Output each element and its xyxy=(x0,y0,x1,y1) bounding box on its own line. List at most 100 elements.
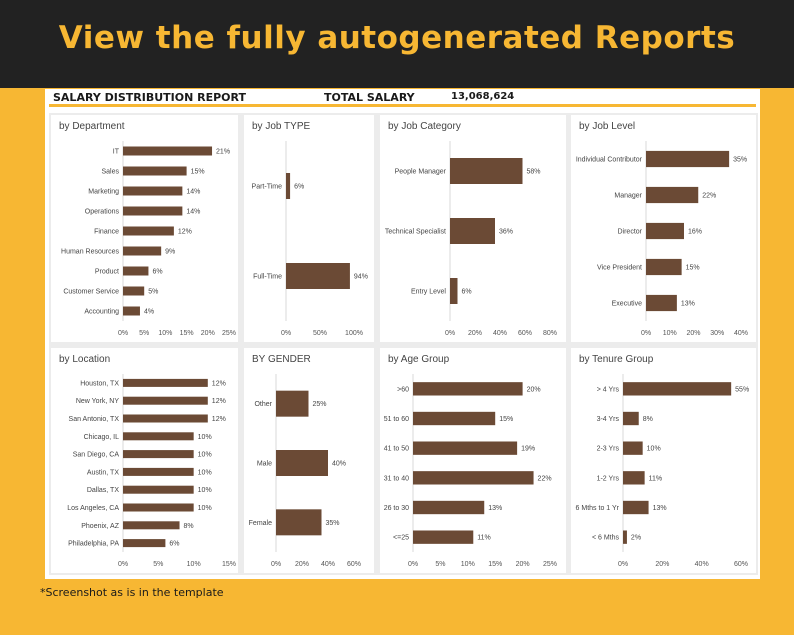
bar xyxy=(646,258,682,276)
x-tick-label: 25% xyxy=(543,561,557,568)
data-label: 22% xyxy=(538,475,552,482)
bar xyxy=(623,530,627,544)
chart-panel-job-type: by Job TYPE Part-Time 6% Full-Time 94% 0% 50%… xyxy=(244,115,374,342)
category-label: > 4 Yrs xyxy=(597,386,620,393)
chart-panel-department: by Department IT 21% Sales 15% Marketing 14% O… xyxy=(51,115,238,342)
bar xyxy=(646,222,684,240)
chart-svg: > 4 Yrs 55% 3-4 Yrs 8% 2-3 Yrs 10% 1-2 Yrs 11% 6… xyxy=(576,374,749,568)
chart-title: by Age Group xyxy=(388,354,450,365)
x-tick-label: 10% xyxy=(158,330,172,337)
category-label: Marketing xyxy=(88,189,119,196)
chart-svg: Individual Contributor 35% Manager 22% Direc… xyxy=(576,141,748,337)
category-label: Part-Time xyxy=(252,184,283,191)
category-label: <=25 xyxy=(393,535,409,542)
data-label: 16% xyxy=(688,229,702,236)
chart-title: by Job TYPE xyxy=(252,121,311,132)
data-label: 14% xyxy=(186,189,200,196)
x-tick-label: 60% xyxy=(734,561,748,568)
data-label: 35% xyxy=(733,157,747,164)
x-tick-label: 0% xyxy=(641,330,651,337)
data-label: 4% xyxy=(144,309,154,316)
category-label: Chicago, IL xyxy=(84,434,120,441)
category-label: Product xyxy=(95,269,119,276)
category-label: 6 Mths to 1 Yr xyxy=(576,505,620,512)
data-label: 22% xyxy=(702,193,716,200)
data-label: 12% xyxy=(178,229,192,236)
category-label: Manager xyxy=(614,193,642,200)
category-label: Technical Specialist xyxy=(385,229,446,236)
chart-panel-gender: BY GENDER Other 25% Male 40% Female 35% 0% 20% 4… xyxy=(244,348,374,573)
bar xyxy=(123,467,194,476)
x-tick-label: 25% xyxy=(222,330,236,337)
x-tick-label: 0% xyxy=(281,330,291,337)
total-salary-label: TOTAL SALARY xyxy=(324,91,415,104)
data-label: 13% xyxy=(488,505,502,512)
x-tick-label: 15% xyxy=(488,561,502,568)
x-tick-label: 0% xyxy=(445,330,455,337)
data-label: 10% xyxy=(198,505,212,512)
x-tick-label: 100% xyxy=(345,330,363,337)
bar xyxy=(276,509,322,536)
bar xyxy=(646,294,677,312)
category-label: Female xyxy=(249,520,272,527)
bar xyxy=(450,218,495,244)
x-tick-label: 0% xyxy=(118,561,128,568)
category-label: Entry Level xyxy=(411,289,446,296)
chart-panel-age-group: by Age Group >60 20% 51 to 60 15% 41 to 50 19… xyxy=(380,348,566,573)
category-label: 41 to 50 xyxy=(384,446,409,453)
x-tick-label: 5% xyxy=(435,561,445,568)
category-label: Other xyxy=(254,401,272,408)
category-label: 1-2 Yrs xyxy=(597,475,620,482)
x-tick-label: 0% xyxy=(408,561,418,568)
chart-svg: Houston, TX 12% New York, NY 12% San Antonio… xyxy=(67,374,236,568)
category-label: 31 to 40 xyxy=(384,475,409,482)
x-tick-label: 5% xyxy=(139,330,149,337)
total-salary-value: 13,068,624 xyxy=(451,91,515,102)
category-label: Sales xyxy=(101,169,119,176)
bar xyxy=(286,263,350,289)
data-label: 15% xyxy=(686,265,700,272)
category-label: San Antonio, TX xyxy=(69,416,120,423)
category-label: Customer Service xyxy=(63,289,119,296)
data-label: 12% xyxy=(212,416,226,423)
chart-title: by Department xyxy=(59,121,125,132)
salary-report: SALARY DISTRIBUTION REPORT TOTAL SALARY … xyxy=(45,89,760,579)
data-label: 11% xyxy=(477,535,491,542)
data-label: 5% xyxy=(148,289,158,296)
x-tick-label: 0% xyxy=(118,330,128,337)
category-label: >60 xyxy=(397,386,409,393)
bar xyxy=(413,500,485,515)
bar xyxy=(646,186,699,204)
chart-title: by Job Category xyxy=(388,121,461,132)
category-label: Executive xyxy=(612,301,642,308)
chart-svg: >60 20% 51 to 60 15% 41 to 50 19% 31 to 40 22% 2… xyxy=(384,374,557,568)
x-tick-label: 10% xyxy=(461,561,475,568)
data-label: 10% xyxy=(198,469,212,476)
chart-panel-job-category: by Job Category People Manager 58% Technic… xyxy=(380,115,566,342)
data-label: 13% xyxy=(681,301,695,308)
bar xyxy=(123,286,145,296)
banner: View the fully autogenerated Reports xyxy=(0,0,794,88)
x-tick-label: 5% xyxy=(153,561,163,568)
data-label: 12% xyxy=(212,380,226,387)
x-tick-label: 40% xyxy=(321,561,335,568)
category-label: < 6 Mths xyxy=(592,535,620,542)
data-label: 36% xyxy=(499,229,513,236)
bar xyxy=(413,471,534,485)
bar xyxy=(646,150,730,168)
x-tick-label: 20% xyxy=(468,330,482,337)
category-label: New York, NY xyxy=(76,398,120,405)
chart-svg: IT 21% Sales 15% Marketing 14% Operations 14% Fi… xyxy=(61,141,236,337)
bar xyxy=(123,485,194,494)
bar xyxy=(123,503,194,512)
x-tick-label: 40% xyxy=(734,330,748,337)
data-label: 19% xyxy=(521,446,535,453)
data-label: 10% xyxy=(198,434,212,441)
bar xyxy=(413,382,523,396)
data-label: 15% xyxy=(191,169,205,176)
category-label: Dallas, TX xyxy=(87,487,119,494)
bar xyxy=(123,206,183,216)
data-label: 6% xyxy=(462,289,472,296)
category-label: Austin, TX xyxy=(87,469,119,476)
chart-title: BY GENDER xyxy=(252,354,311,365)
